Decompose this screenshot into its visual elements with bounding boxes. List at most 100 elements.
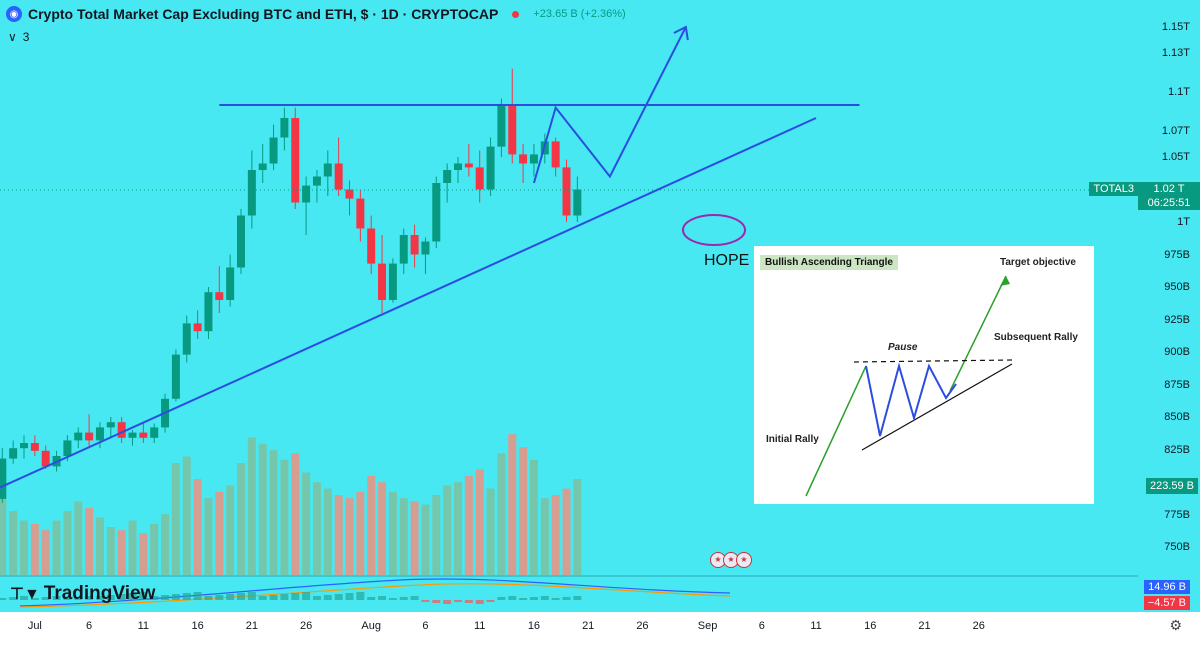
last-price-tag: 1.02 T 06:25:51 [1138,182,1200,210]
candle-body [312,176,321,186]
y-tick-label: 875B [1164,378,1190,391]
volume-bar [497,453,506,575]
projection-arrowhead [673,25,689,41]
candle-body [475,167,484,190]
event-flags[interactable]: ★ ★ ★ [710,552,752,568]
volume-bar [171,463,180,575]
chart-header: ◉ Crypto Total Market Cap Excluding BTC … [6,6,626,22]
us-flag-icon[interactable]: ★ [710,552,726,568]
gear-icon[interactable]: ⚙ [1169,617,1182,633]
x-tick-label: 6 [422,620,429,632]
candle-body [139,432,148,438]
x-tick-label: 26 [972,620,985,632]
candle-body [562,167,571,216]
y-tick-label: 825B [1164,443,1190,456]
x-tick-label: 16 [527,620,541,632]
tv-icon: ⊤▼ [10,586,40,603]
volume-bar [399,498,408,575]
symbol-title[interactable]: Crypto Total Market Cap Excluding BTC an… [28,6,499,22]
volume-bar [193,479,202,575]
macd-histogram-bar [41,597,50,600]
candle-body [399,235,408,264]
macd-histogram-bar [258,596,267,600]
tradingview-logo[interactable]: ⊤▼ TradingView [10,583,155,605]
candle-body [106,422,115,428]
macd-histogram-bar [182,593,191,600]
macd-histogram-bar [237,593,245,600]
macd-histogram-bar [0,598,7,600]
candle-body [74,432,83,441]
macd-histogram-bar [215,595,224,600]
support-line [0,117,817,489]
y-tick-label: 1.07T [1161,125,1190,137]
time-axis[interactable]: ⚙ 62126Jul611162126Aug611162126Sep611162… [0,612,1200,645]
candle-body [334,163,343,190]
x-tick-label: 21 [918,620,931,632]
volume-bar [226,485,235,575]
candle-body [95,427,104,441]
macd-histogram-bar [9,597,18,600]
volume-bar [52,520,61,575]
market-status-dot [512,10,520,18]
volume-bar [367,475,376,575]
chevron-down-icon[interactable]: ∨ [8,30,17,44]
volume-bar [378,482,387,575]
y-tick-label: 1.15T [1161,21,1190,33]
macd-histogram-bar [95,596,104,600]
candle-body [497,105,506,147]
candle-body [0,458,7,499]
triangle-resistance [853,359,1013,363]
macd-histogram-bar [367,597,376,600]
candle-body [171,354,180,399]
price-axis[interactable]: 1.15T 1.13T 1.1T 1.07T 1.05T 1T 975B 950B 925B 90… [1138,0,1200,612]
macd-histogram-bar [85,596,94,600]
candle-body [128,432,137,438]
target-arrowhead [1000,276,1010,286]
macd-histogram-bar [74,597,83,600]
volume-bar [150,523,159,575]
y-tick-label: 850B [1164,411,1190,423]
x-tick-label: Sep [697,620,718,632]
volume-bar [345,498,354,575]
symbol-tag: TOTAL3 [1089,182,1138,196]
volume-bar [508,434,517,575]
candle-body [269,137,278,164]
volume-bar [540,498,549,575]
volume-bar [551,495,560,575]
macd-histogram-bar [139,592,148,600]
candle-body [117,422,126,438]
candle-body [247,170,256,216]
macd-histogram-bar [226,594,235,600]
macd-histogram-bar [30,598,39,600]
candle-body [41,450,50,467]
candle-body [508,105,517,155]
volume-bar [475,469,484,575]
signal-line [19,583,731,608]
macd-pane [0,576,1138,612]
volume-bar [291,453,300,575]
volume-bar [128,520,137,575]
candle-body [551,141,560,168]
x-tick-label: 11 [137,620,150,632]
volume-bar [334,495,343,575]
macd-histogram-bar [421,600,430,602]
rally-label: Subsequent Rally [994,332,1078,343]
triangle-support [861,363,1013,451]
volume-bar [85,507,94,575]
macd-histogram-bar [117,594,126,600]
us-flag-icon[interactable]: ★ [736,552,752,568]
candle-body [573,189,582,216]
candle-body [258,163,267,170]
crypto-cap-icon: ◉ [6,6,22,22]
candle-body [204,292,213,332]
volume-bar [323,488,332,575]
indicator-toggle[interactable]: ∨ 3 [8,30,29,44]
macd-histogram-bar [150,596,159,600]
candle-body [63,440,72,456]
macd-histogram-bar [497,597,506,600]
y-tick-label: 900B [1164,346,1190,358]
x-tick-label: 21 [582,620,595,632]
volume-bar [573,479,582,575]
